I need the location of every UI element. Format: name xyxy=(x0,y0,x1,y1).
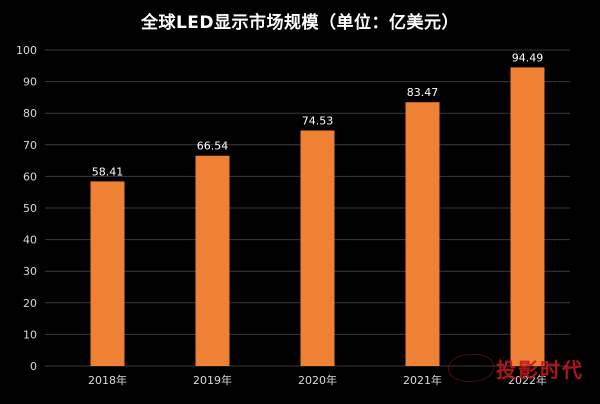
chart-title: 全球LED显示市场规模（单位：亿美元） xyxy=(140,13,460,33)
bar xyxy=(195,155,230,366)
x-tick-label: 2021年 xyxy=(403,373,442,387)
x-tick-label: 2018年 xyxy=(88,373,127,387)
y-tick-label: 50 xyxy=(23,202,37,215)
y-tick-label: 20 xyxy=(23,297,37,310)
y-tick-label: 80 xyxy=(23,107,37,120)
x-tick-label: 2019年 xyxy=(193,373,232,387)
data-label: 94.49 xyxy=(512,51,544,64)
watermark-logo-icon xyxy=(448,354,494,382)
data-label: 83.47 xyxy=(407,86,439,99)
x-tick-label: 2020年 xyxy=(298,373,337,387)
y-tick-label: 70 xyxy=(23,139,37,152)
data-label: 58.41 xyxy=(92,165,124,178)
y-tick-label: 10 xyxy=(23,328,37,341)
y-tick-label: 90 xyxy=(23,76,37,89)
y-tick-label: 30 xyxy=(23,265,37,278)
bar xyxy=(300,130,335,366)
watermark-text: 投影时代 xyxy=(496,358,584,382)
data-label: 74.53 xyxy=(302,114,334,127)
watermark: 投影时代 xyxy=(448,352,588,382)
x-tick-label: 2022年 xyxy=(508,373,547,387)
y-tick-label: 40 xyxy=(23,234,37,247)
bar xyxy=(510,67,545,367)
y-tick-label: 100 xyxy=(16,44,37,57)
y-tick-label: 60 xyxy=(23,170,37,183)
bar xyxy=(405,102,440,366)
bar xyxy=(90,181,125,366)
data-label: 66.54 xyxy=(197,140,229,153)
y-tick-label: 0 xyxy=(30,360,37,373)
